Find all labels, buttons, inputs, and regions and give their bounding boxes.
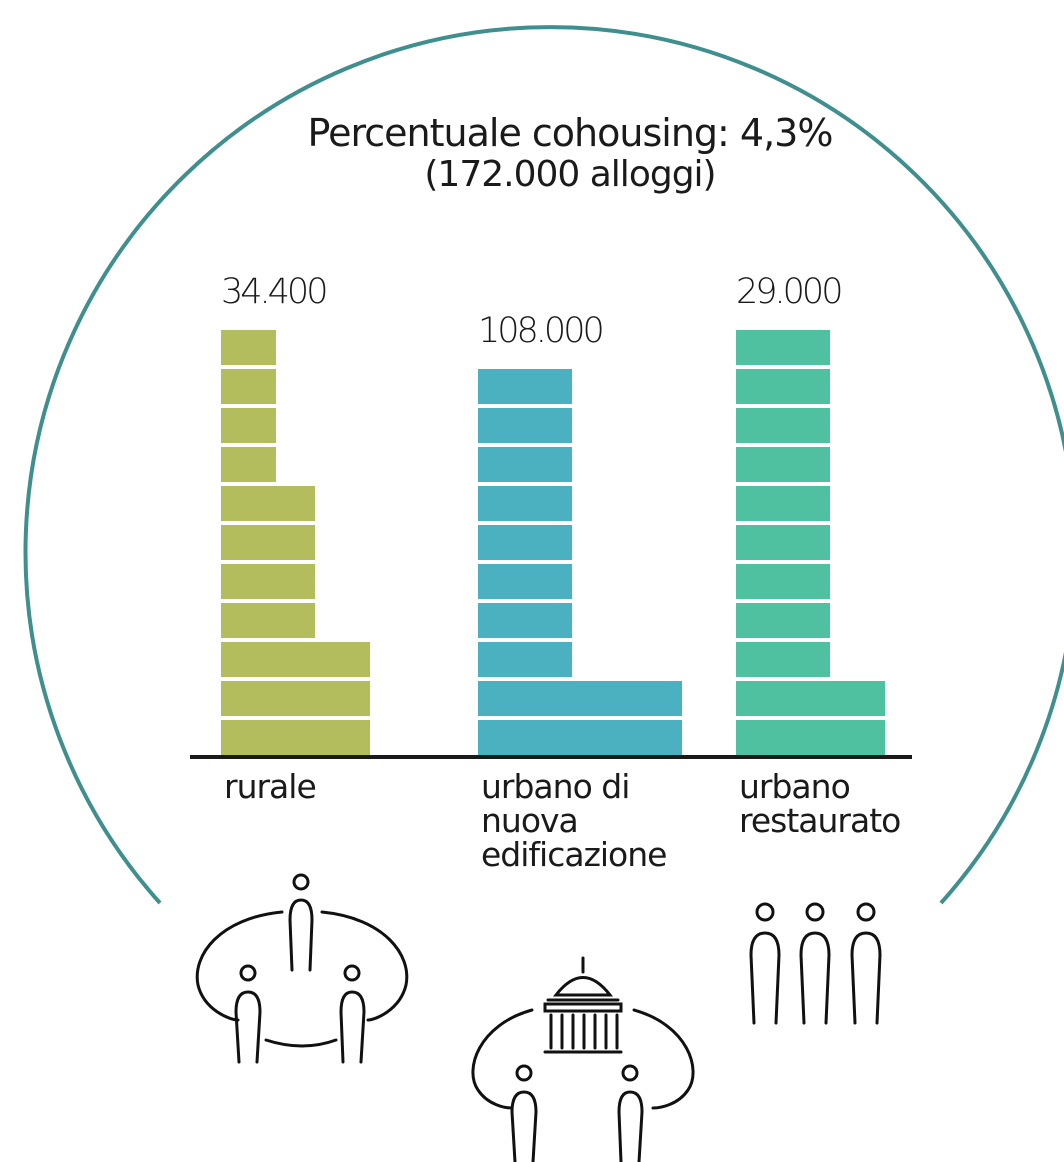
bar-block bbox=[478, 408, 572, 443]
bar-block bbox=[221, 564, 315, 599]
bar-block bbox=[736, 642, 830, 677]
bars-group bbox=[221, 330, 885, 755]
title-text: Percentuale cohousing: bbox=[307, 111, 730, 155]
bar-block bbox=[478, 681, 682, 716]
subtitle: (172.000 alloggi) bbox=[424, 154, 716, 195]
community-round-table-icon bbox=[195, 873, 409, 1064]
category-label: rurale bbox=[224, 767, 317, 806]
category-label: urbano restaurato bbox=[739, 767, 901, 840]
bar-block bbox=[736, 486, 830, 521]
chart-title: Percentuale cohousing: 4,3% (172.000 all… bbox=[0, 112, 1064, 196]
title-percentage: 4,3% bbox=[739, 111, 834, 155]
bar-block bbox=[736, 330, 830, 365]
bar-block bbox=[736, 681, 885, 716]
bar-block bbox=[221, 330, 276, 365]
bar-block bbox=[736, 720, 885, 755]
bar-block bbox=[221, 369, 276, 404]
bar-block bbox=[736, 408, 830, 443]
bar-block bbox=[221, 408, 276, 443]
bar-block bbox=[736, 525, 830, 560]
bar-value-label: 34.400 bbox=[221, 272, 328, 312]
community-building-table-icon bbox=[471, 956, 695, 1162]
bar-value-label: 108.000 bbox=[478, 311, 605, 351]
bar-block bbox=[221, 603, 315, 638]
bar-block bbox=[736, 564, 830, 599]
bar-block bbox=[478, 642, 572, 677]
bar-value-label: 29.000 bbox=[736, 272, 843, 312]
bar-block bbox=[478, 447, 572, 482]
bar-block bbox=[736, 369, 830, 404]
bar-block bbox=[736, 447, 830, 482]
background-arc bbox=[23, 25, 1064, 905]
three-people-icon bbox=[749, 902, 882, 1025]
bar-block bbox=[478, 486, 572, 521]
bar-block bbox=[221, 447, 276, 482]
bar-block bbox=[221, 642, 370, 677]
bar-block bbox=[221, 720, 370, 755]
bar-block bbox=[478, 525, 572, 560]
bar-block bbox=[221, 525, 315, 560]
category-label: urbano di nuova edificazione bbox=[481, 767, 667, 874]
bar-block bbox=[478, 369, 572, 404]
bar-block bbox=[221, 681, 370, 716]
bar-block bbox=[221, 486, 315, 521]
bar-block bbox=[478, 720, 682, 755]
bar-block bbox=[736, 603, 830, 638]
bar-block bbox=[478, 564, 572, 599]
bar-block bbox=[478, 603, 572, 638]
